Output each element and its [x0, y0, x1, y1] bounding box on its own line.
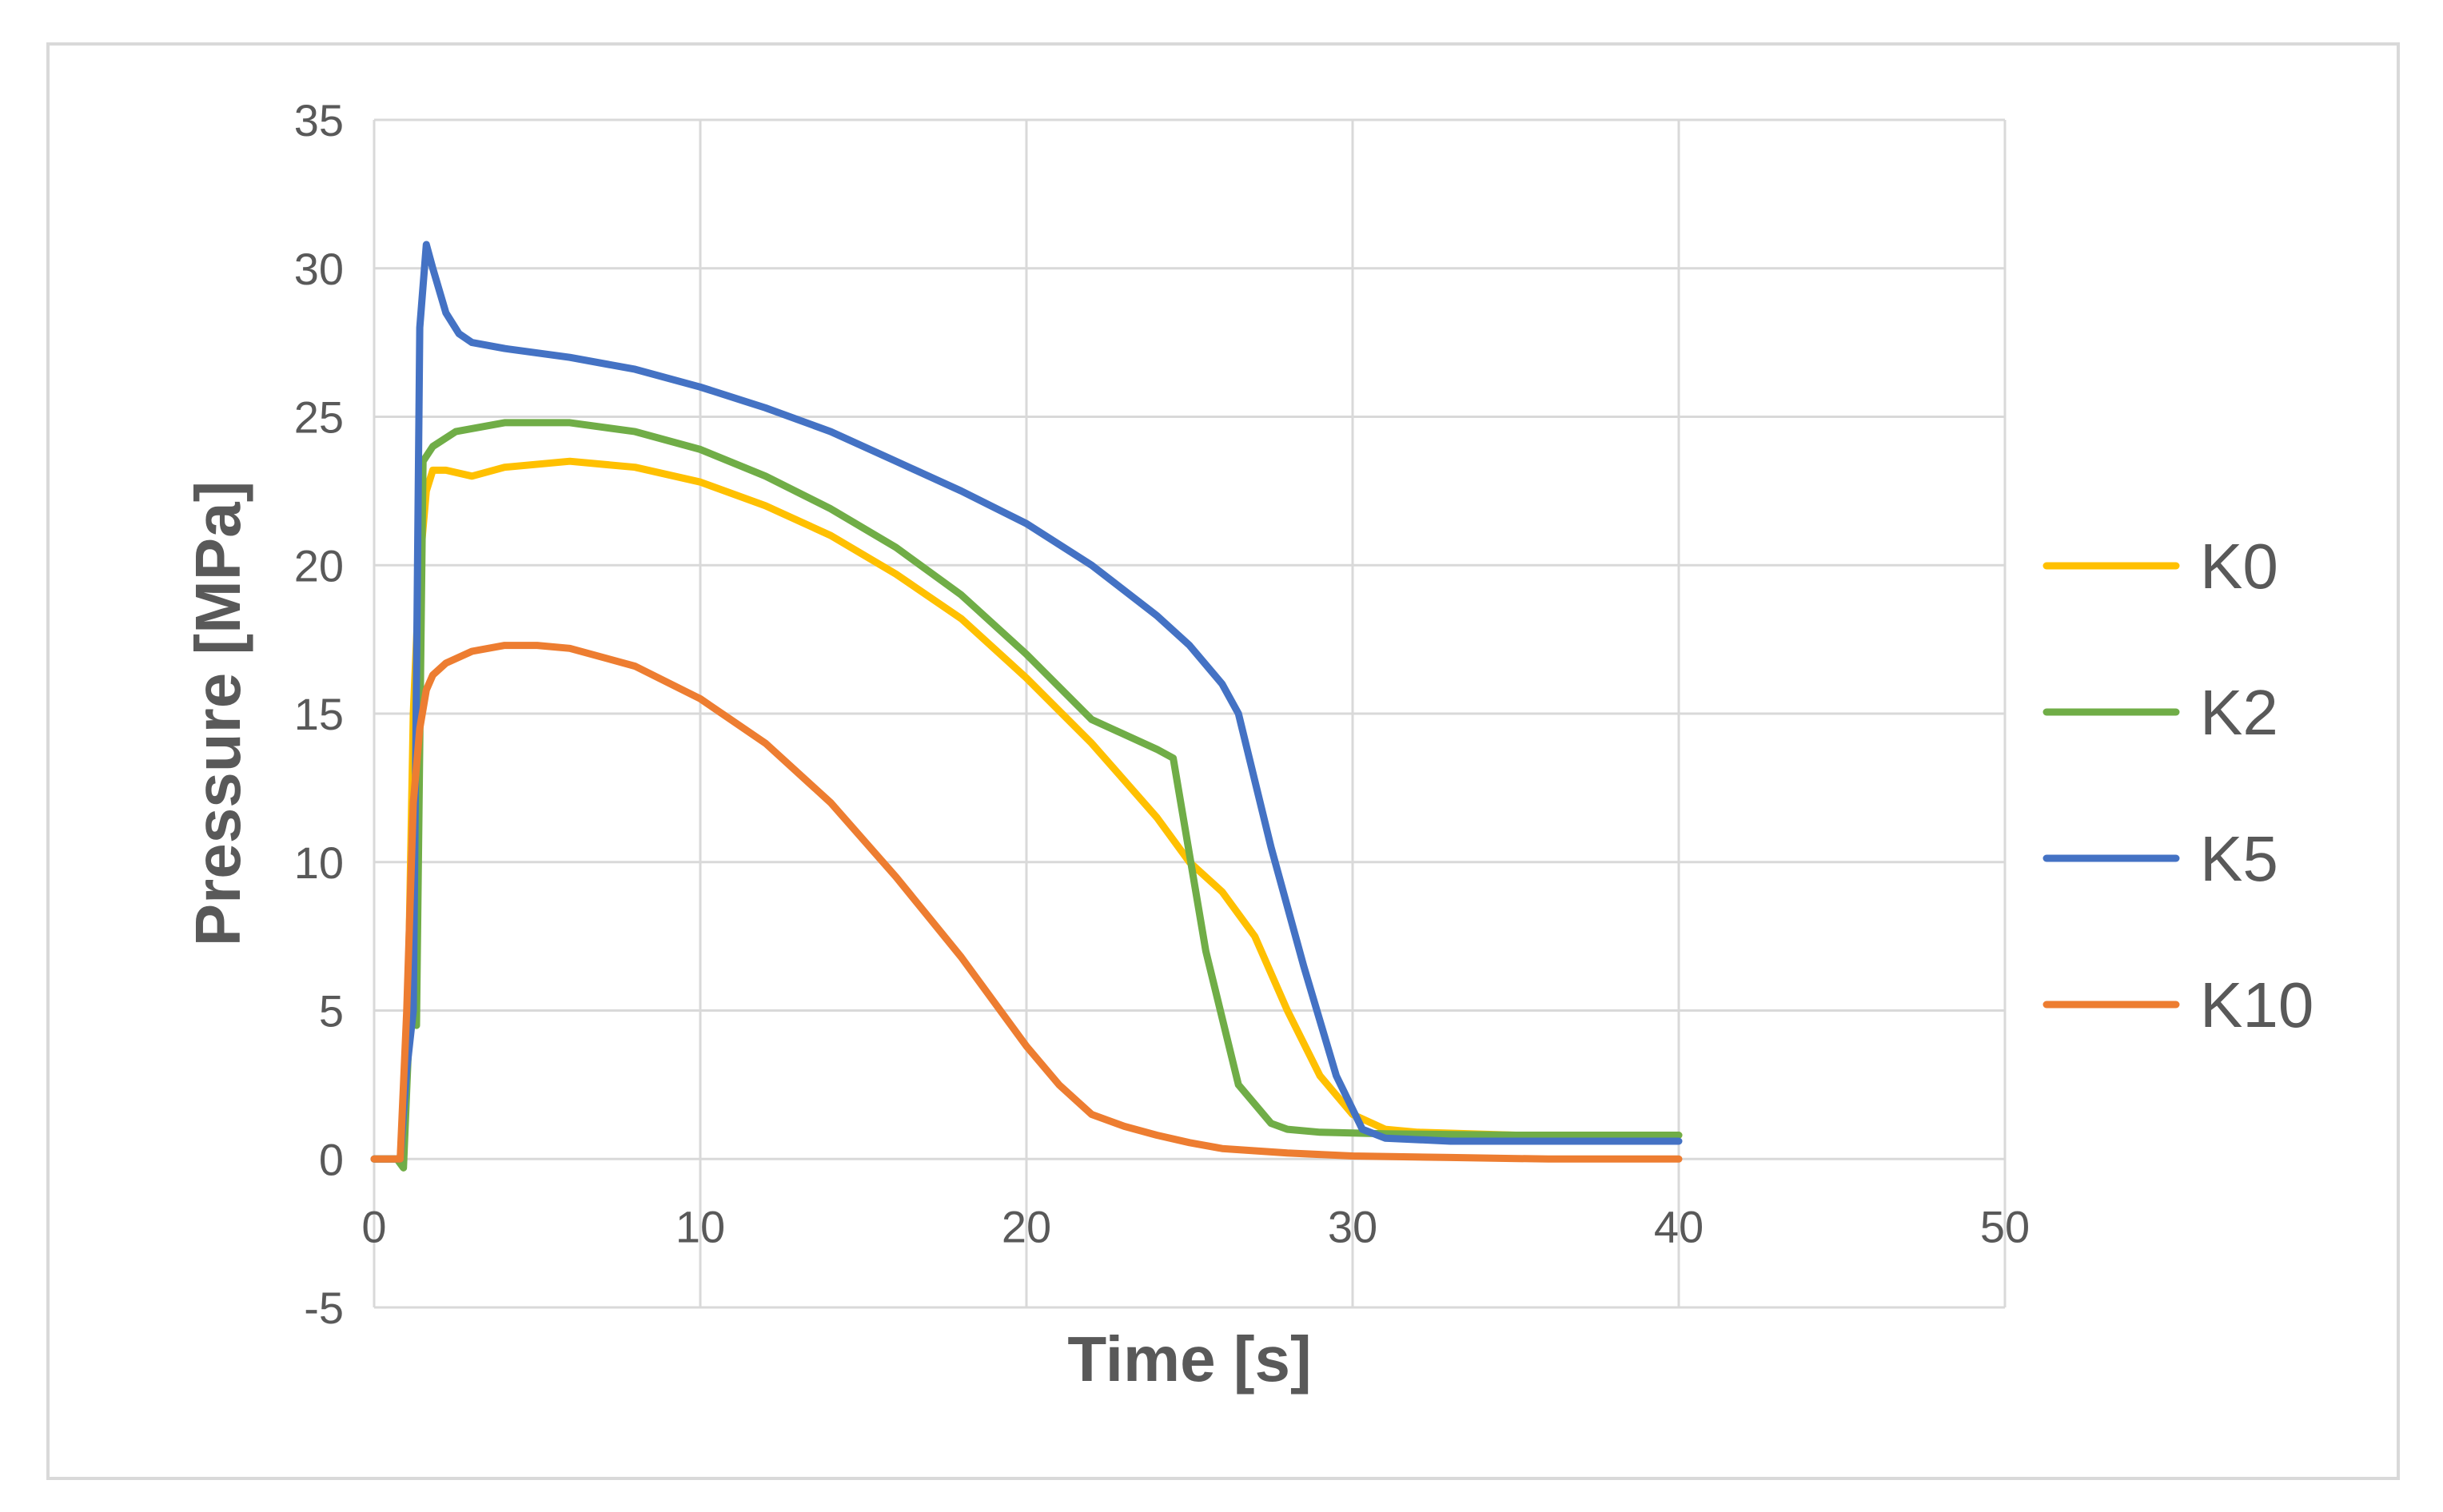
y-tick-label: -5: [304, 1283, 344, 1333]
y-tick-label: 15: [294, 689, 344, 739]
y-tick-label: 0: [319, 1134, 344, 1184]
x-tick-label: 40: [1654, 1201, 1704, 1251]
legend: K0 K2 K5 K10: [2042, 531, 2313, 1040]
x-tick-label: 50: [1980, 1201, 2030, 1251]
x-tick-label: 20: [1002, 1201, 1051, 1251]
x-tick-label: 0: [361, 1201, 386, 1251]
y-tick-label: 35: [294, 95, 344, 145]
y-tick-label: 30: [294, 244, 344, 294]
legend-label-k2: K2: [2200, 677, 2278, 748]
y-tick-label: 5: [319, 986, 344, 1037]
y-tick-label: 10: [294, 838, 344, 888]
x-tick-label: 30: [1328, 1201, 1377, 1251]
series-line-k10: [370, 642, 1683, 1163]
series-lines: [370, 241, 1683, 1172]
y-tick-label: 20: [294, 540, 344, 591]
legend-label-k10: K10: [2200, 969, 2313, 1040]
legend-label-k0: K0: [2200, 531, 2278, 602]
y-axis-title: Pressure [MPa]: [182, 481, 253, 946]
tick-labels: -5 0 5 10 15 20 25 30 35 0 10 20 30 40 50: [294, 95, 2030, 1333]
x-axis-title: Time [s]: [1067, 1323, 1311, 1395]
x-tick-label: 10: [676, 1201, 725, 1251]
legend-label-k5: K5: [2200, 823, 2278, 894]
y-tick-label: 25: [294, 392, 344, 443]
series-line-k5: [370, 241, 1683, 1163]
chart-frame: [46, 42, 2400, 1480]
